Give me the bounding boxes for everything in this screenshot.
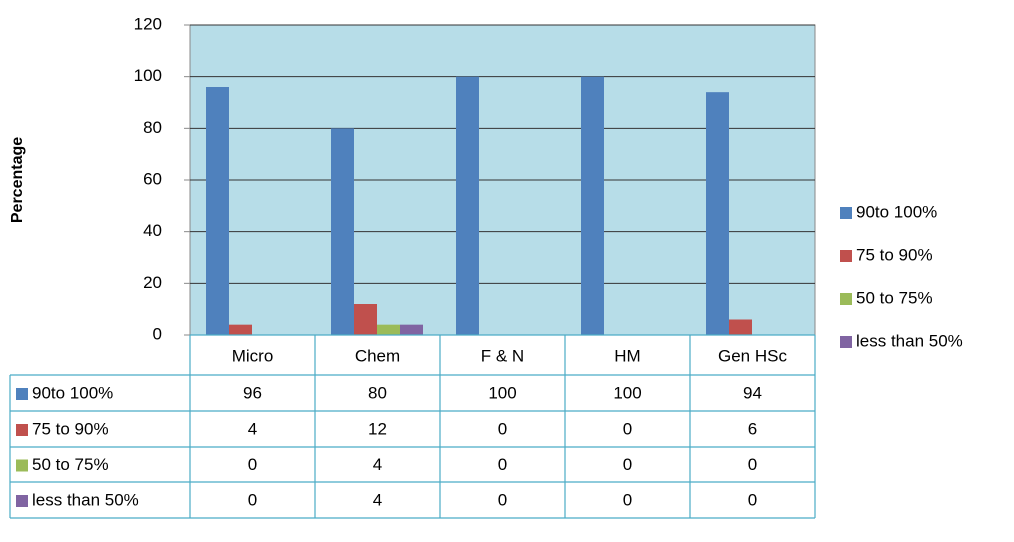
table-cell: 0 xyxy=(623,490,632,509)
table-legend-key xyxy=(16,459,28,472)
table-row-header: 90to 100% xyxy=(32,383,113,402)
bar xyxy=(729,319,752,335)
table-legend-key xyxy=(16,424,28,436)
table-row-header: less than 50% xyxy=(32,490,139,509)
y-axis-label: Percentage xyxy=(9,137,26,223)
y-tick-label: 80 xyxy=(143,118,162,137)
bar xyxy=(229,324,252,335)
legend-key xyxy=(840,336,852,348)
x-tick-label: Micro xyxy=(232,346,274,365)
y-tick-label: 0 xyxy=(153,324,162,343)
bar xyxy=(331,128,354,335)
legend-label: 90to 100% xyxy=(856,202,937,221)
table-cell: 0 xyxy=(748,455,757,474)
table-legend-key xyxy=(16,495,28,507)
legend-key xyxy=(840,207,852,219)
x-tick-label: Chem xyxy=(355,346,400,365)
table-cell: 94 xyxy=(743,383,762,402)
legend-label: less than 50% xyxy=(856,331,963,350)
table-row-header: 75 to 90% xyxy=(32,419,109,438)
legend-key xyxy=(840,293,852,305)
bar xyxy=(581,76,604,336)
table-cell: 4 xyxy=(248,419,257,438)
x-tick-label: F & N xyxy=(481,346,524,365)
table-cell: 0 xyxy=(498,490,507,509)
table-legend-key xyxy=(16,388,28,400)
legend-label: 75 to 90% xyxy=(856,245,933,264)
table-cell: 4 xyxy=(373,455,382,474)
bar xyxy=(354,304,377,335)
table-cell: 12 xyxy=(368,419,387,438)
table-cell: 80 xyxy=(368,383,387,402)
y-tick-label: 20 xyxy=(143,273,162,292)
bar xyxy=(206,87,229,335)
table-cell: 0 xyxy=(248,490,257,509)
table-cell: 0 xyxy=(498,419,507,438)
legend-label: 50 to 75% xyxy=(856,288,933,307)
bar xyxy=(456,76,479,336)
x-tick-label: HM xyxy=(614,346,640,365)
table-cell: 0 xyxy=(748,490,757,509)
table-cell: 0 xyxy=(623,455,632,474)
y-tick-label: 100 xyxy=(134,66,162,85)
table-cell: 0 xyxy=(248,455,257,474)
bar xyxy=(400,324,423,335)
legend-key xyxy=(840,250,852,262)
y-tick-label: 120 xyxy=(134,14,162,33)
bar xyxy=(377,324,400,335)
y-tick-label: 60 xyxy=(143,169,162,188)
table-cell: 4 xyxy=(373,490,382,509)
table-cell: 96 xyxy=(243,383,262,402)
table-row-header: 50 to 75% xyxy=(32,455,109,474)
table-cell: 100 xyxy=(488,383,516,402)
y-tick-label: 40 xyxy=(143,221,162,240)
table-cell: 0 xyxy=(623,419,632,438)
table-cell: 100 xyxy=(613,383,641,402)
bar xyxy=(706,92,729,336)
x-tick-label: Gen HSc xyxy=(718,346,787,365)
table-cell: 0 xyxy=(498,455,507,474)
table-cell: 6 xyxy=(748,419,757,438)
